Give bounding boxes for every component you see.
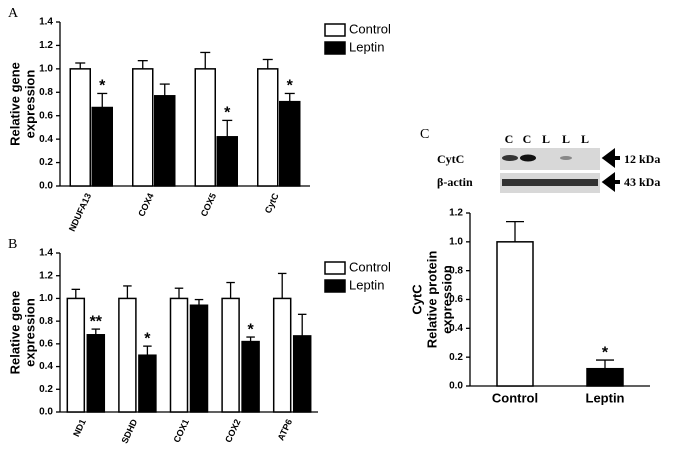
bar bbox=[118, 297, 137, 413]
y-tick-label: 0.8 bbox=[39, 87, 53, 98]
x-tick-label: ATP6 bbox=[276, 418, 295, 442]
y-tick-label: 0.8 bbox=[39, 316, 53, 327]
blot-band bbox=[502, 155, 518, 161]
y-tick-label: 0.6 bbox=[39, 110, 53, 121]
y-tick-label: 1.4 bbox=[39, 17, 53, 28]
x-tick-label: Control bbox=[492, 390, 538, 405]
y-axis-label: Relative gene bbox=[7, 62, 22, 146]
y-tick-label: 0.0 bbox=[39, 407, 53, 418]
y-tick-label: 1.2 bbox=[39, 270, 53, 281]
panel-label: C bbox=[420, 127, 429, 142]
y-axis-label: expression bbox=[22, 70, 37, 139]
y-axis-label: CytC bbox=[409, 284, 424, 315]
significance: ** bbox=[90, 313, 103, 330]
legend-label: Control bbox=[349, 259, 391, 274]
lane-label: C bbox=[505, 132, 514, 146]
significance: * bbox=[247, 321, 254, 338]
bar bbox=[69, 68, 91, 187]
bar bbox=[154, 95, 176, 187]
lane-label: L bbox=[562, 132, 570, 146]
bar bbox=[272, 297, 292, 413]
y-tick-label: 0.2 bbox=[449, 352, 463, 363]
lane-label: L bbox=[581, 132, 589, 146]
blot-strip bbox=[500, 148, 600, 170]
bar bbox=[279, 100, 301, 187]
x-tick-label: COX1 bbox=[172, 418, 191, 444]
blot-band bbox=[520, 154, 536, 162]
bar bbox=[86, 334, 106, 413]
y-axis-label: Relative protein bbox=[424, 251, 439, 349]
bar bbox=[241, 340, 260, 413]
bar bbox=[189, 304, 209, 413]
panel-label: B bbox=[8, 237, 17, 252]
panel-label: A bbox=[8, 6, 19, 21]
blot-band bbox=[560, 156, 572, 160]
y-tick-label: 0.6 bbox=[449, 294, 463, 305]
legend-swatch bbox=[324, 23, 346, 37]
bar bbox=[221, 297, 240, 413]
bar bbox=[66, 297, 86, 413]
y-axis-label: expression bbox=[439, 265, 454, 334]
y-tick-label: 0.0 bbox=[39, 181, 53, 192]
bar bbox=[194, 68, 216, 187]
blot-size-label: 12 kDa bbox=[624, 152, 660, 166]
y-tick-label: 1.2 bbox=[449, 208, 463, 219]
lane-label: L bbox=[542, 132, 550, 146]
significance: * bbox=[99, 78, 106, 95]
blot-size-label: 43 kDa bbox=[624, 175, 660, 189]
bar bbox=[496, 241, 534, 387]
y-axis-label: expression bbox=[22, 298, 37, 367]
x-tick-label: CytC bbox=[263, 191, 281, 215]
x-tick-label: SDHD bbox=[120, 417, 140, 445]
y-tick-label: 0.4 bbox=[39, 361, 53, 372]
significance: * bbox=[287, 78, 294, 95]
bar bbox=[292, 335, 312, 413]
bar bbox=[257, 68, 279, 187]
x-tick-label: COX2 bbox=[223, 418, 242, 444]
legend-swatch bbox=[324, 279, 346, 293]
y-tick-label: 1.2 bbox=[39, 40, 53, 51]
bar bbox=[132, 68, 154, 187]
significance: * bbox=[144, 330, 151, 347]
x-tick-label: COX5 bbox=[199, 192, 218, 218]
y-tick-label: 0.4 bbox=[449, 323, 463, 334]
y-tick-label: 0.4 bbox=[39, 134, 53, 145]
y-tick-label: 0.6 bbox=[39, 338, 53, 349]
x-tick-label: NDUFA13 bbox=[67, 192, 93, 233]
legend-swatch bbox=[324, 261, 346, 275]
significance: * bbox=[224, 105, 231, 122]
x-tick-label: COX4 bbox=[136, 192, 155, 218]
y-tick-label: 0.2 bbox=[39, 157, 53, 168]
bar bbox=[169, 297, 189, 413]
blot-row-label: CytC bbox=[437, 152, 464, 166]
y-axis-label: Relative gene bbox=[7, 291, 22, 375]
blot-band bbox=[502, 179, 598, 186]
legend-swatch bbox=[324, 41, 346, 55]
bar bbox=[216, 136, 238, 187]
y-tick-label: 1.0 bbox=[39, 293, 53, 304]
legend-label: Leptin bbox=[349, 39, 384, 54]
y-tick-label: 0.8 bbox=[449, 265, 463, 276]
arrow bbox=[601, 172, 620, 192]
x-tick-label: Leptin bbox=[586, 390, 625, 405]
y-tick-label: 1.0 bbox=[39, 63, 53, 74]
legend-label: Leptin bbox=[349, 277, 384, 292]
y-tick-label: 0.2 bbox=[39, 384, 53, 395]
significance: * bbox=[602, 344, 609, 361]
y-tick-label: 1.4 bbox=[39, 248, 53, 259]
blot-row-label: β-actin bbox=[437, 175, 473, 189]
arrow bbox=[601, 148, 620, 168]
lane-label: C bbox=[523, 132, 532, 146]
bar bbox=[586, 367, 624, 387]
y-tick-label: 0.0 bbox=[449, 381, 463, 392]
bar bbox=[138, 354, 157, 413]
x-tick-label: ND1 bbox=[71, 418, 88, 439]
legend-label: Control bbox=[349, 21, 391, 36]
y-tick-label: 1.0 bbox=[449, 236, 463, 247]
bar bbox=[91, 106, 113, 187]
